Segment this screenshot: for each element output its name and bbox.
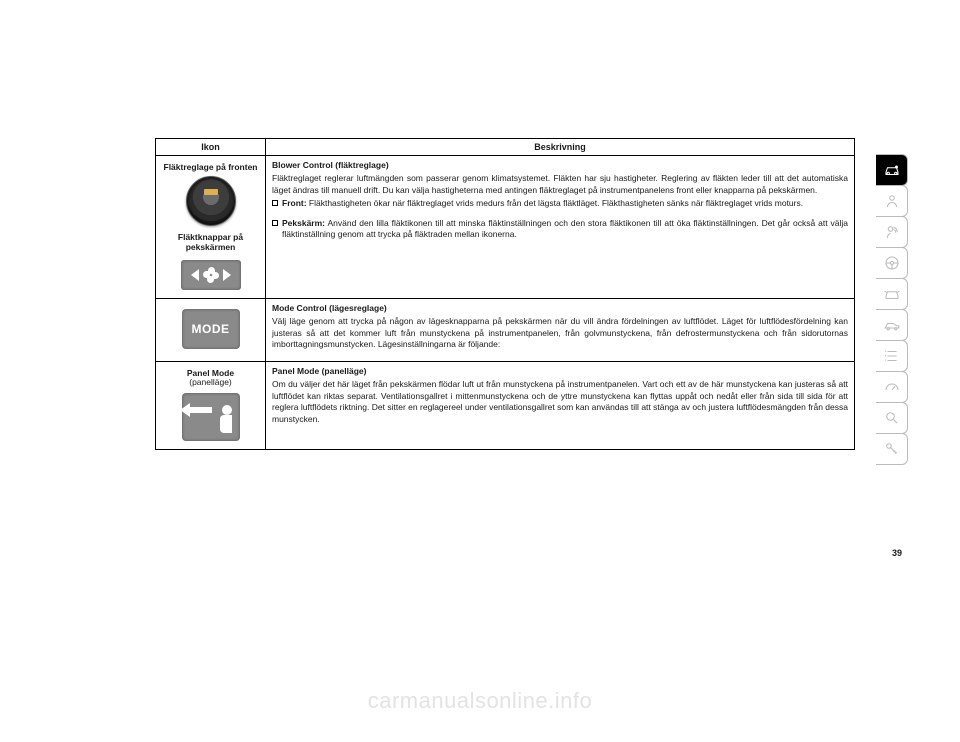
manual-page: Ikon Beskrivning Fläktreglage på fronten… bbox=[0, 0, 960, 742]
bullet-lead: Pekskärm: bbox=[282, 218, 325, 228]
tab-checklist[interactable] bbox=[876, 340, 908, 372]
row-title: Blower Control (fläktreglage) bbox=[272, 160, 848, 171]
bullet-body: Använd den lilla fläktikonen till att mi… bbox=[282, 218, 848, 239]
col-header-ikon: Ikon bbox=[156, 139, 266, 156]
row-title: Mode Control (lägesreglage) bbox=[272, 303, 848, 314]
airflow-arrow-icon bbox=[188, 407, 212, 413]
tab-search[interactable] bbox=[876, 402, 908, 434]
blower-knob-icon bbox=[186, 176, 236, 226]
tab-gauge[interactable] bbox=[876, 371, 908, 403]
paragraph: Om du väljer det här läget från pekskärm… bbox=[272, 379, 848, 425]
bullet-square-icon bbox=[272, 220, 278, 226]
tab-steering[interactable] bbox=[876, 247, 908, 279]
paragraph: Välj läge genom att trycka på någon av l… bbox=[272, 316, 848, 350]
tab-safety[interactable] bbox=[876, 216, 908, 248]
controls-table: Ikon Beskrivning Fläktreglage på fronten… bbox=[155, 138, 855, 450]
bullet-item: Front: Fläkthastigheten ökar när fläktre… bbox=[272, 198, 848, 209]
fan-buttons-icon bbox=[181, 260, 241, 290]
seat-icon bbox=[212, 405, 232, 435]
mode-button-icon: MODE bbox=[182, 309, 240, 349]
mode-button-label: MODE bbox=[192, 322, 230, 336]
bullet-square-icon bbox=[272, 200, 278, 206]
icon-cell-panel: Panel Mode (panelläge) bbox=[156, 362, 266, 450]
fan-increase-icon bbox=[223, 269, 231, 281]
fan-icon bbox=[203, 267, 219, 283]
icon-caption: Fläktreglage på fronten bbox=[164, 162, 258, 172]
panel-mode-icon bbox=[182, 393, 240, 441]
fan-decrease-icon bbox=[191, 269, 199, 281]
tab-car-profile[interactable] bbox=[876, 309, 908, 341]
table-row: MODE Mode Control (lägesreglage) Välj lä… bbox=[156, 299, 855, 362]
desc-cell-mode: Mode Control (lägesreglage) Välj läge ge… bbox=[266, 299, 855, 362]
icon-caption: Fläktknappar på bbox=[178, 232, 243, 242]
bullet-lead: Front: bbox=[282, 198, 307, 208]
row-title: Panel Mode (panelläge) bbox=[272, 366, 848, 377]
icon-caption: pekskärmen bbox=[186, 242, 236, 252]
tab-vehicle[interactable] bbox=[876, 154, 908, 186]
bullet-body: Fläkthastigheten ökar när fläktreglaget … bbox=[307, 198, 804, 208]
desc-cell-panel: Panel Mode (panelläge) Om du väljer det … bbox=[266, 362, 855, 450]
icon-caption-sub: (panelläge) bbox=[160, 377, 261, 387]
bullet-item: Pekskärm: Använd den lilla fläktikonen t… bbox=[272, 218, 848, 241]
tab-driver[interactable] bbox=[876, 185, 908, 217]
watermark: carmanualsonline.info bbox=[0, 688, 960, 714]
page-number: 39 bbox=[892, 548, 902, 558]
table-row: Fläktreglage på fronten Fläktknappar på … bbox=[156, 156, 855, 299]
section-tabs bbox=[876, 154, 908, 464]
icon-cell-mode: MODE bbox=[156, 299, 266, 362]
col-header-beskrivning: Beskrivning bbox=[266, 139, 855, 156]
content-area: Ikon Beskrivning Fläktreglage på fronten… bbox=[155, 138, 855, 450]
table-row: Panel Mode (panelläge) Panel Mode (panel… bbox=[156, 362, 855, 450]
icon-cell-blower: Fläktreglage på fronten Fläktknappar på … bbox=[156, 156, 266, 299]
paragraph: Fläktreglaget reglerar luftmängden som p… bbox=[272, 173, 848, 196]
desc-cell-blower: Blower Control (fläktreglage) Fläktregla… bbox=[266, 156, 855, 299]
tab-keys[interactable] bbox=[876, 433, 908, 465]
tab-car-lines[interactable] bbox=[876, 278, 908, 310]
